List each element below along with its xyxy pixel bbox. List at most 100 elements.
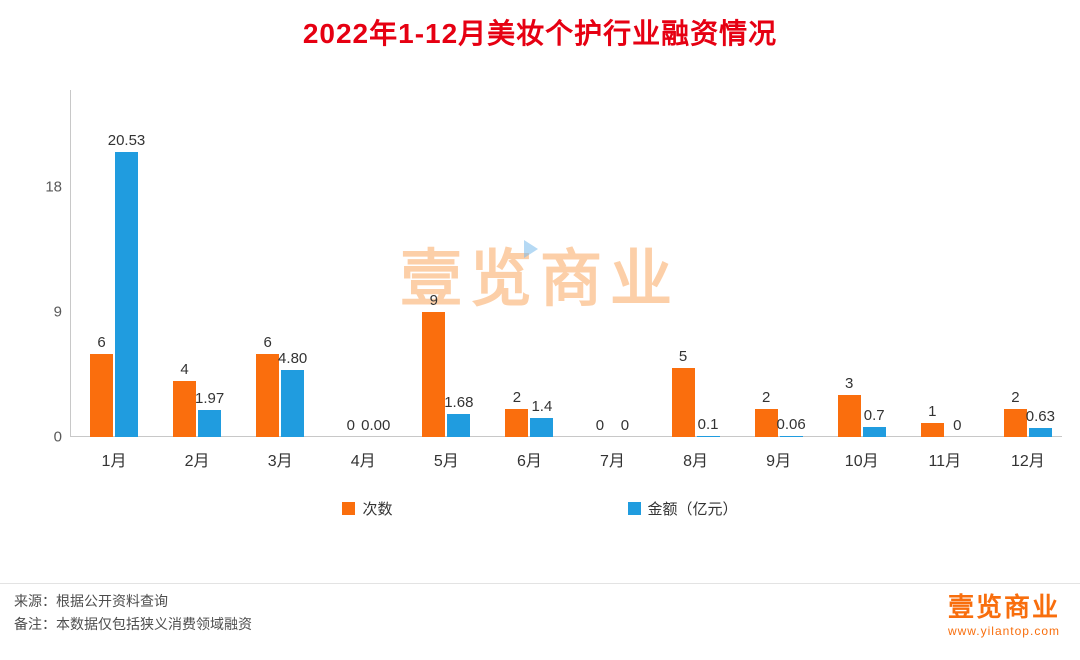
month-group: 9 1.68 5月 — [416, 137, 476, 470]
bar — [505, 409, 529, 437]
bar-wrap: 6 — [90, 334, 113, 437]
bar-pair: 6 20.53 — [90, 132, 145, 437]
month-group: 0 0 7月 — [582, 137, 642, 470]
month-label: 6月 — [516, 453, 542, 470]
y-tick-label: 9 — [53, 303, 62, 321]
bar-pair: 6 4.80 — [256, 334, 307, 437]
bar-value-label: 0 — [620, 417, 630, 434]
bar — [256, 353, 280, 437]
bar-wrap: 6 — [256, 334, 280, 437]
month-label: 12月 — [1010, 453, 1045, 470]
bar-groups: 6 20.53 1月 4 1.97 2月 6 4.80 3月 0 0.00 4月 9 1.68 5月 2 1.4… — [84, 132, 1058, 470]
bar — [173, 381, 197, 437]
bar-value-label: 5 — [678, 347, 688, 365]
y-axis-line — [70, 90, 71, 437]
bar-wrap: 5 — [671, 348, 695, 437]
bar — [115, 151, 138, 437]
month-label: 5月 — [433, 453, 459, 470]
footer-divider — [0, 583, 1080, 584]
month-group: 1 0 11月 — [915, 137, 975, 470]
bar-value-label: 1.97 — [194, 389, 225, 407]
bar — [696, 435, 720, 437]
bar-value-label: 4.80 — [278, 350, 308, 368]
brand-logo-text: 壹览商业 — [947, 592, 1060, 622]
bar-wrap: 3 — [837, 375, 861, 437]
y-tick-label: 18 — [45, 178, 62, 196]
bar-wrap: 4.80 — [278, 350, 307, 437]
month-label: 7月 — [600, 453, 625, 470]
legend: 次数 金额（亿元） — [0, 498, 1080, 519]
bar-pair: 2 0.06 — [754, 389, 806, 437]
bar — [920, 423, 944, 437]
month-group: 2 0.63 12月 — [998, 137, 1058, 470]
bar-pair: 3 0.7 — [837, 375, 886, 437]
brand-logo-url: www.yilantop.com — [947, 623, 1060, 638]
bar-wrap: 20.53 — [108, 132, 145, 437]
bar-value-label: 1.68 — [444, 393, 474, 411]
month-label: 10月 — [844, 453, 879, 470]
brand-logo: 壹览商业 www.yilantop.com — [948, 593, 1060, 638]
bar-wrap: 0.7 — [862, 407, 886, 437]
month-label: 9月 — [766, 453, 792, 470]
bar-value-label: 0.1 — [697, 415, 719, 433]
bar — [90, 353, 113, 437]
bar-wrap: 2 — [505, 389, 529, 437]
legend-swatch-count — [342, 502, 356, 515]
bar — [281, 370, 305, 437]
bar-pair: 5 0.1 — [671, 348, 720, 437]
month-group: 2 0.06 9月 — [749, 137, 809, 470]
bar-value-label: 1 — [928, 403, 937, 421]
bar-value-label: 2 — [512, 389, 522, 407]
legend-swatch-amount — [627, 502, 641, 515]
bar-wrap: 1.97 — [195, 390, 224, 437]
bar — [1028, 428, 1052, 437]
bar — [754, 409, 778, 437]
bar — [198, 409, 222, 437]
month-label: 1月 — [101, 453, 127, 470]
bar-value-label: 0.06 — [776, 416, 806, 434]
x-axis-line — [70, 436, 1062, 437]
chart-title: 2022年1-12月美妆个护行业融资情况 — [302, 18, 778, 49]
bar — [837, 395, 861, 437]
month-label: 11月 — [928, 453, 962, 470]
month-group: 6 4.80 3月 — [250, 137, 310, 470]
month-group: 3 0.7 10月 — [832, 137, 892, 470]
month-label: 3月 — [267, 453, 293, 470]
month-label: 8月 — [683, 453, 708, 470]
bar — [862, 427, 886, 437]
bar-value-label: 1.4 — [531, 397, 553, 415]
legend-item-amount: 金额（亿元） — [627, 498, 738, 519]
bar — [447, 413, 471, 437]
month-label: 4月 — [350, 453, 376, 470]
bar — [779, 436, 803, 437]
month-group: 2 1.4 6月 — [499, 137, 559, 470]
bar-pair: 4 1.97 — [173, 361, 224, 437]
bar — [671, 367, 695, 437]
footer-source: 来源：根据公开资料查询 — [14, 593, 168, 609]
bar-value-label: 0 — [595, 417, 605, 434]
bar-wrap: 1.68 — [444, 394, 473, 437]
month-group: 6 20.53 1月 — [84, 132, 145, 470]
bar-value-label: 0 — [346, 417, 355, 434]
legend-label-amount: 金额（亿元） — [647, 501, 738, 518]
bar-value-label: 9 — [429, 292, 438, 309]
bar-pair: 9 1.68 — [422, 292, 473, 437]
bar-pair: 2 1.4 — [505, 389, 554, 437]
bar-wrap: 1 — [920, 403, 944, 437]
footer-note: 备注：本数据仅包括狭义消费领域融资 — [14, 616, 252, 632]
bar-value-label: 6 — [97, 333, 106, 351]
month-group: 4 1.97 2月 — [167, 137, 227, 470]
legend-item-count: 次数 — [342, 498, 393, 519]
month-group: 5 0.1 8月 — [666, 137, 726, 470]
bar-value-label: 0 — [953, 417, 962, 434]
bar-wrap: 2 — [1003, 389, 1027, 437]
bar-value-label: 0.63 — [1025, 408, 1055, 426]
bar-wrap: 9 — [422, 292, 446, 437]
bar-pair: 2 0.63 — [1003, 389, 1055, 437]
bar-value-label: 3 — [845, 375, 854, 393]
bar-wrap: 2 — [754, 389, 778, 437]
bar-wrap: 0.1 — [696, 416, 720, 437]
bar-wrap: 4 — [173, 361, 197, 437]
